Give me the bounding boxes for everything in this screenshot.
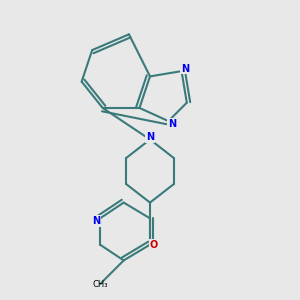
Text: N: N (92, 216, 100, 226)
Text: N: N (168, 119, 176, 129)
Text: N: N (146, 132, 154, 142)
Text: CH₃: CH₃ (92, 280, 108, 289)
Text: N: N (182, 64, 190, 74)
Text: O: O (150, 240, 158, 250)
